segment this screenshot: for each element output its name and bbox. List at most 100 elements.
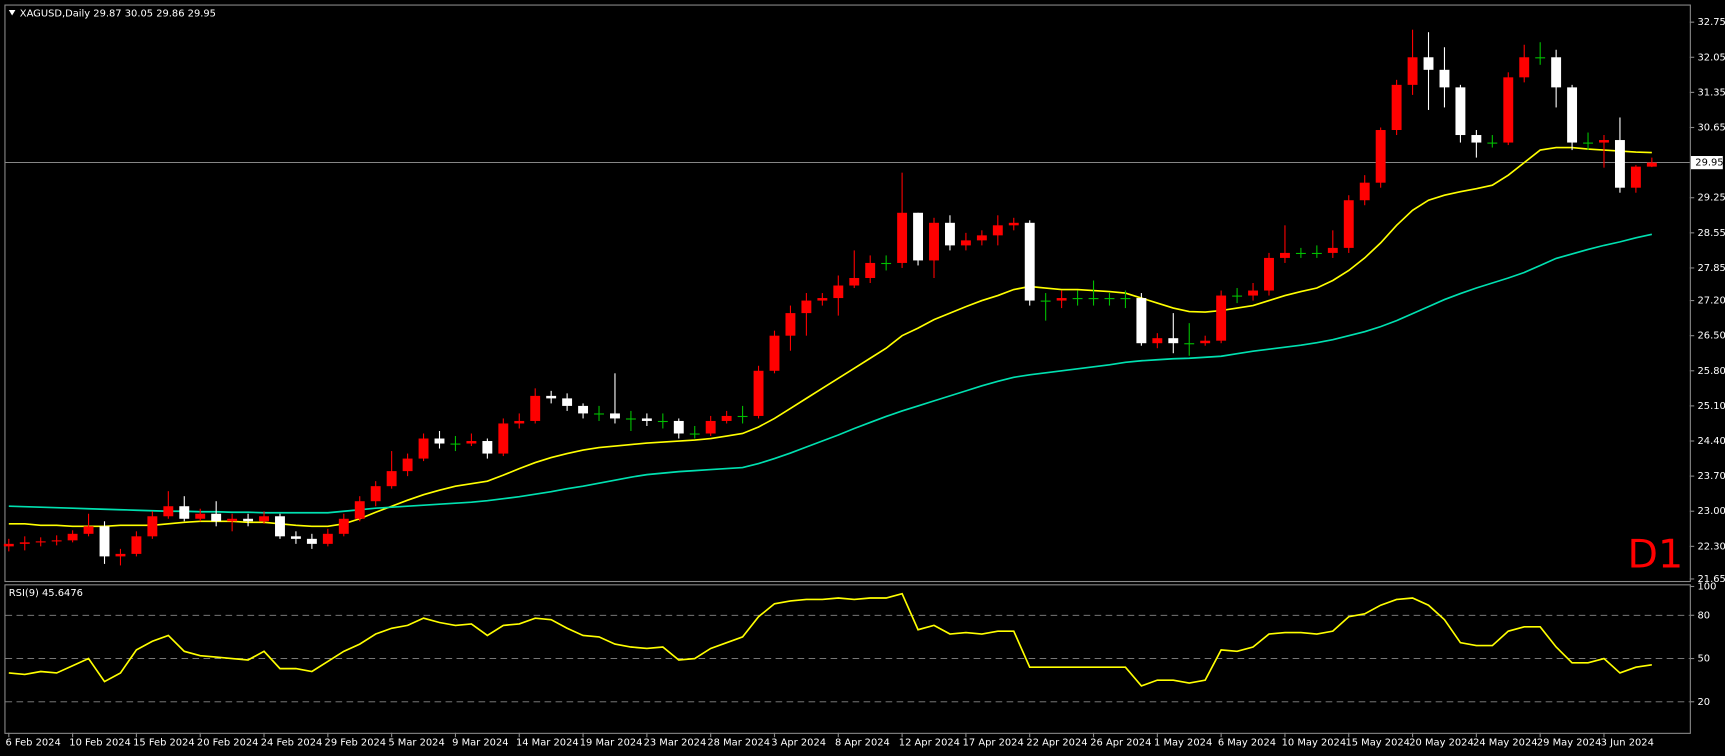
x-tick-label: 8 Apr 2024 bbox=[835, 738, 890, 749]
candle-body bbox=[402, 458, 413, 472]
candle-body bbox=[1359, 182, 1370, 201]
candle-body bbox=[976, 235, 987, 241]
candle-body bbox=[1599, 140, 1609, 143]
y-tick-label: 32.05 bbox=[1697, 52, 1725, 63]
candle-body bbox=[338, 518, 349, 534]
candle-body bbox=[657, 420, 668, 423]
y-tick-label: 26.50 bbox=[1697, 331, 1725, 342]
x-tick-label: 12 Apr 2024 bbox=[899, 738, 960, 749]
rsi-title: RSI(9) 45.6476 bbox=[9, 588, 83, 599]
y-tick-label: 32.75 bbox=[1697, 17, 1725, 28]
x-tick-label: 9 Mar 2024 bbox=[452, 738, 508, 749]
candle-body bbox=[1264, 257, 1274, 291]
x-tick-label: 24 Feb 2024 bbox=[261, 738, 323, 749]
candle-body bbox=[641, 418, 652, 421]
menu-arrow[interactable] bbox=[8, 10, 16, 16]
candle-body bbox=[259, 516, 269, 522]
candle-body bbox=[211, 513, 222, 522]
candle-body bbox=[1184, 343, 1195, 345]
x-tick-label: 29 May 2024 bbox=[1537, 738, 1602, 749]
candle-body bbox=[897, 212, 908, 263]
candle-body bbox=[578, 405, 589, 414]
y-tick-label: 50 bbox=[1697, 654, 1710, 665]
candle-body bbox=[737, 415, 748, 418]
candle-body bbox=[115, 553, 126, 557]
candle-body bbox=[1072, 298, 1083, 300]
candle-body bbox=[689, 433, 700, 435]
candle-body bbox=[227, 518, 238, 522]
candle-body bbox=[1391, 84, 1402, 131]
candle-body bbox=[992, 225, 1003, 236]
candle-body bbox=[849, 277, 860, 286]
candle-body bbox=[51, 540, 62, 542]
candle-body bbox=[1407, 57, 1418, 85]
candle-body bbox=[1040, 300, 1051, 302]
candle-body bbox=[163, 506, 174, 517]
candle-body bbox=[1646, 162, 1657, 167]
candle-body bbox=[945, 222, 955, 246]
x-tick-label: 20 Feb 2024 bbox=[197, 738, 259, 749]
x-tick-label: 6 May 2024 bbox=[1218, 738, 1276, 749]
candle-body bbox=[1535, 57, 1546, 59]
candle-body bbox=[370, 486, 381, 502]
x-tick-label: 26 Apr 2024 bbox=[1090, 738, 1151, 749]
rsi-line bbox=[8, 592, 1652, 687]
price-label-box bbox=[1690, 156, 1723, 170]
candle-body bbox=[195, 513, 206, 519]
candle-body bbox=[1471, 135, 1482, 143]
candle-body bbox=[1630, 166, 1641, 188]
candle-body bbox=[753, 370, 764, 416]
x-tick-label: 29 Feb 2024 bbox=[325, 738, 387, 749]
candle-body bbox=[562, 398, 573, 406]
x-tick-label: 10 Feb 2024 bbox=[69, 738, 131, 749]
candle-body bbox=[131, 536, 142, 554]
candle-body bbox=[1503, 77, 1514, 143]
y-tick-label: 25.10 bbox=[1697, 401, 1725, 412]
x-tick-label: 28 Mar 2024 bbox=[707, 738, 770, 749]
candle-body bbox=[290, 536, 301, 539]
candle-body bbox=[1519, 57, 1530, 78]
y-tick-label: 23.00 bbox=[1697, 506, 1725, 517]
timeframe-label: D1 bbox=[1628, 531, 1684, 577]
x-tick-label: 17 Apr 2024 bbox=[963, 738, 1024, 749]
candle-body bbox=[19, 542, 30, 544]
candle-body bbox=[386, 471, 397, 487]
candle-body bbox=[1152, 338, 1163, 344]
candle-body bbox=[243, 518, 254, 522]
candle-body bbox=[594, 413, 604, 415]
candle-body bbox=[1232, 295, 1243, 297]
price-panel bbox=[4, 4, 1691, 583]
candle-body bbox=[1104, 298, 1115, 300]
candle-body bbox=[610, 413, 620, 419]
candle-body bbox=[418, 438, 429, 459]
candle-body bbox=[673, 420, 684, 434]
candle-body bbox=[1583, 142, 1593, 144]
candle-body bbox=[817, 298, 828, 301]
x-tick-label: 3 Jun 2024 bbox=[1601, 738, 1654, 749]
candle-body bbox=[881, 262, 892, 265]
x-tick-label: 10 May 2024 bbox=[1282, 738, 1347, 749]
y-tick-label: 20 bbox=[1697, 697, 1710, 708]
candle-body bbox=[1216, 295, 1227, 341]
candle-body bbox=[865, 262, 876, 278]
x-tick-label: 5 Mar 2024 bbox=[388, 738, 444, 749]
y-tick-label: 31.35 bbox=[1697, 87, 1725, 98]
candle-body bbox=[1487, 142, 1498, 144]
candle-body bbox=[530, 395, 541, 421]
y-tick-label: 27.85 bbox=[1697, 263, 1725, 274]
x-tick-label: 15 Feb 2024 bbox=[133, 738, 195, 749]
x-tick-label: 1 May 2024 bbox=[1154, 738, 1212, 749]
candle-body bbox=[1120, 298, 1131, 300]
candle-body bbox=[1024, 222, 1035, 301]
candle-body bbox=[546, 395, 557, 399]
candle-body bbox=[929, 222, 939, 261]
candle-body bbox=[705, 420, 716, 434]
y-tick-label: 25.80 bbox=[1697, 366, 1725, 377]
y-tick-label: 24.40 bbox=[1697, 436, 1725, 447]
candle-body bbox=[1343, 200, 1354, 248]
y-tick-label: 29.25 bbox=[1697, 193, 1725, 204]
candle-body bbox=[514, 420, 525, 424]
y-tick-label: 80 bbox=[1697, 610, 1710, 621]
